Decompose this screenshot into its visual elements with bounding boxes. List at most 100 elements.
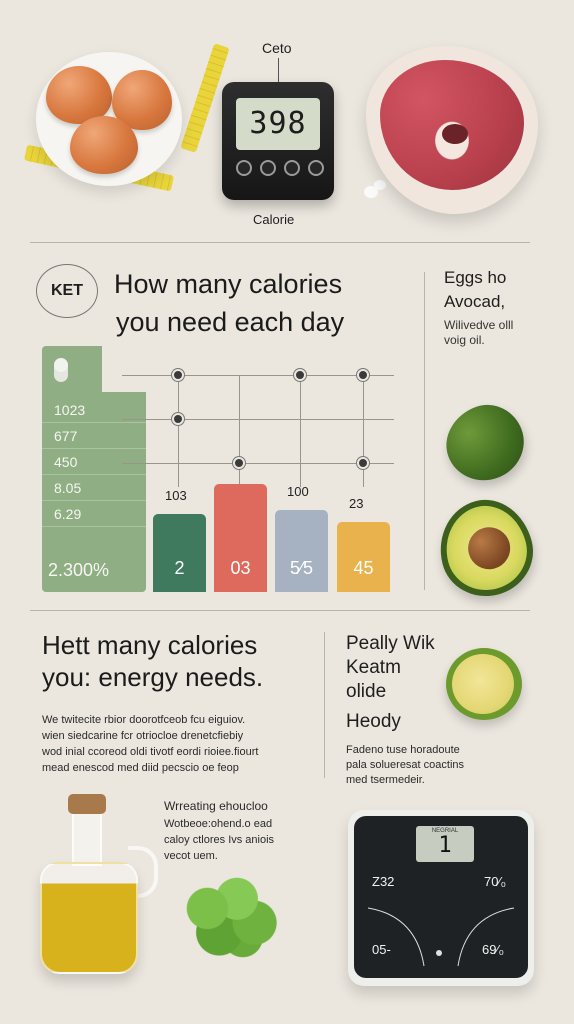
bottle-handle (128, 846, 158, 898)
grid-line (300, 375, 301, 487)
keto-badge: KET (36, 264, 98, 318)
calorie-calculator: 398 (222, 82, 334, 200)
right-text-line1: Fadeno tuse horadoute (346, 744, 460, 756)
scale-label: 6.29 (54, 506, 82, 522)
scale-center-dot (436, 950, 442, 956)
lemon-flesh (452, 654, 514, 714)
scale-reading-bottom-right: 69⁄₀ (482, 942, 505, 957)
scale-label: 8.05 (54, 480, 82, 496)
scale-tick-line (42, 474, 146, 475)
calculator-display: 398 (236, 98, 320, 150)
chart-bar: 03 (214, 484, 267, 592)
bar-category-label: 103 (165, 488, 187, 503)
calculator-caption: Calorie (253, 212, 295, 227)
grid-node (172, 413, 184, 425)
pill-icon (54, 358, 68, 382)
bar-category-label: 100 (287, 484, 309, 499)
scale-label: 1023 (54, 402, 86, 418)
section2-title-line1: Hett many calories (42, 630, 258, 660)
bar-value-label: 45 (353, 558, 374, 578)
bathroom-scale-image: NEGRIAL 1 Z32 70⁄₀ 05- 69⁄₀ (348, 810, 534, 986)
scale-reading-bottom-left: 05- (372, 942, 391, 957)
side-heading-line1: Eggs ho (444, 268, 507, 287)
scale-tick-line (42, 526, 146, 527)
grid-node (172, 369, 184, 381)
bar-value-label: 2 (174, 558, 185, 578)
egg-image (70, 116, 138, 174)
avocado-image (435, 394, 535, 492)
scale-label: 450 (54, 454, 78, 470)
divider (30, 242, 530, 243)
bar-value-label: 5⁄5 (289, 558, 314, 578)
salt-crumb (364, 186, 378, 198)
kale-image (172, 870, 290, 966)
vertical-divider (324, 632, 325, 778)
right-heading-line1: Peally Wik (346, 633, 435, 654)
scale-display-label: NEGRIAL (431, 828, 459, 834)
grid-line (239, 375, 240, 487)
paragraph-line4: mead enescod med diid pecscio oe feop (42, 762, 239, 774)
scale-tick-line (42, 448, 146, 449)
sub-text-line3: vecot uem. (164, 850, 218, 862)
calculator-button (284, 160, 300, 176)
scale-surface: NEGRIAL 1 Z32 70⁄₀ 05- 69⁄₀ (354, 816, 528, 978)
right-text-line2: pala solueresat coactins (346, 759, 465, 771)
section2-title-line2: you: energy needs. (42, 662, 264, 692)
avocado-pit (463, 522, 515, 574)
sub-text-line1: Wotbeoe:ohend.o ead (164, 818, 273, 830)
scale-display: NEGRIAL 1 (416, 826, 474, 862)
chart-bar: 2 (153, 514, 206, 592)
bar-category-label: 23 (349, 496, 364, 511)
bottle-cork (68, 794, 106, 814)
grid-line (363, 375, 364, 487)
grid-node (357, 457, 369, 469)
steak-meat (380, 60, 524, 190)
steak-image (366, 46, 538, 214)
sub-heading: Wrreating ehoucloo (164, 799, 268, 813)
avocado-flesh (437, 497, 535, 599)
divider (30, 610, 530, 611)
calculator-label: Ceto (262, 40, 292, 56)
section-title-line1: How many calories (114, 269, 343, 299)
scale-reading-top-left: Z32 (372, 874, 395, 889)
scale-arcs (367, 907, 515, 967)
grid-line (122, 463, 394, 464)
steak-bone (442, 124, 468, 144)
scale-label: 677 (54, 428, 78, 444)
right-heading-line2: Keatm (346, 657, 401, 678)
paragraph-line1: We twitecite rbior doorotfceob fcu eigui… (42, 714, 246, 726)
scale-display-value: 1 (438, 833, 452, 858)
chart-bar: 5⁄5 (275, 510, 328, 592)
right-heading-line4: Heody (346, 711, 401, 732)
scale-tick-line (42, 422, 146, 423)
grid-line (122, 419, 394, 420)
section-title-line2: you need each day (116, 307, 345, 337)
calculator-button (236, 160, 252, 176)
calculator-button (308, 160, 324, 176)
side-heading-line2: Avocad, (444, 292, 506, 311)
side-text-line1: Wilivedve olll (444, 318, 514, 332)
bar-value-label: 03 (230, 558, 251, 578)
sub-text-line2: caloy ctlores Ivs aniois (164, 834, 275, 846)
right-text-line3: med tsermedeir. (346, 774, 425, 786)
grid-line (178, 375, 179, 487)
paragraph-line2: wien siedcarine fcr otriocloe drenetcfie… (42, 730, 244, 742)
bottle-neck (72, 808, 102, 866)
side-text-line2: voig oil. (444, 333, 485, 347)
total-percent: 2.300% (48, 560, 110, 580)
grid-line (122, 375, 394, 376)
vertical-divider (424, 272, 425, 590)
avocado-half-image (429, 490, 543, 606)
scale-panel-notch (102, 346, 146, 392)
grid-node (294, 369, 306, 381)
scale-tick-line (42, 500, 146, 501)
scale-reading-top-right: 70⁄₀ (484, 874, 507, 889)
calculator-button (260, 160, 276, 176)
grid-node (357, 369, 369, 381)
right-heading-line3: olide (346, 681, 387, 702)
salt-crumb (374, 180, 386, 190)
lemon-half-image (446, 648, 522, 720)
grid-node (233, 457, 245, 469)
paragraph-line3: wod inial ccoreod oldi tivotf eordi rioi… (42, 746, 259, 758)
label-pointer (278, 58, 279, 82)
